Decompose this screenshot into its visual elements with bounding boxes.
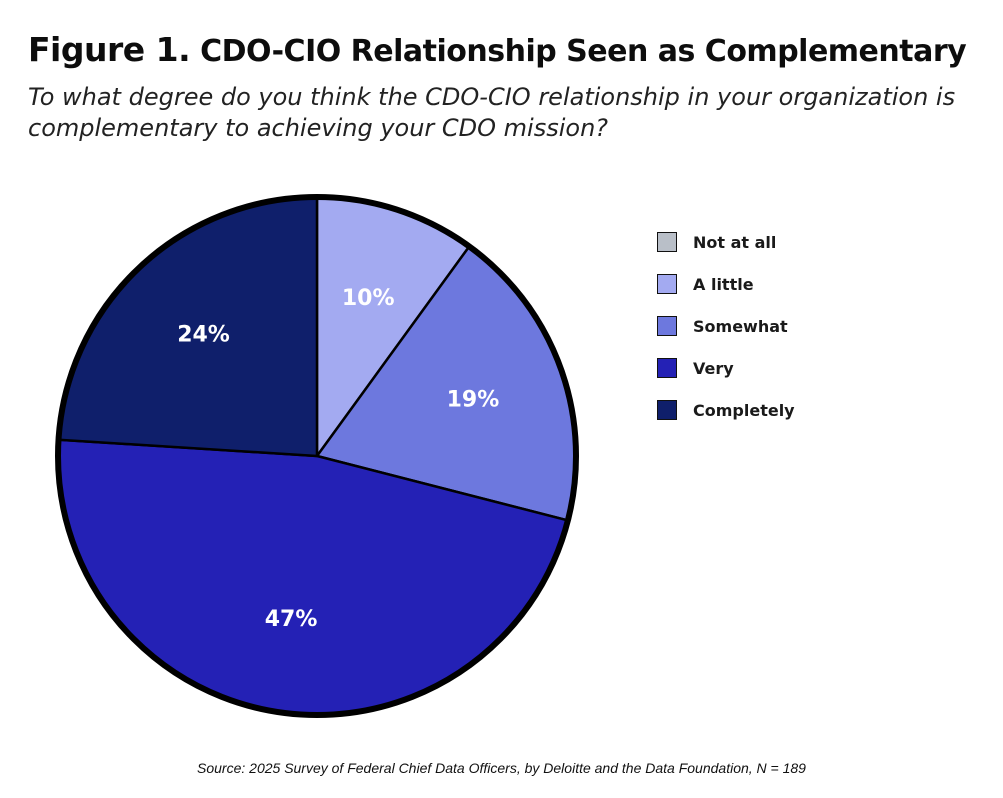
legend-item: Not at all	[657, 221, 795, 263]
slice-label-very: 47%	[265, 607, 318, 632]
legend-item: Very	[657, 347, 795, 389]
legend-label: Very	[693, 358, 734, 378]
chart-title: Figure 1. CDO-CIO Relationship Seen as Co…	[28, 30, 967, 69]
legend-item: Somewhat	[657, 305, 795, 347]
slice-label-completely: 24%	[177, 323, 230, 348]
legend-swatch	[657, 358, 677, 378]
legend-swatch	[657, 232, 677, 252]
pie-outline	[55, 194, 579, 718]
legend-swatch	[657, 316, 677, 336]
title-text: CDO-CIO Relationship Seen as Complementa…	[200, 34, 967, 69]
legend-item: Completely	[657, 389, 795, 431]
slice-label-a-little: 10%	[342, 286, 395, 311]
legend-swatch	[657, 274, 677, 294]
legend-item: A little	[657, 263, 795, 305]
figure-label: Figure 1.	[28, 30, 191, 69]
chart-subtitle: To what degree do you think the CDO-CIO …	[28, 83, 956, 142]
legend-label: Completely	[693, 400, 795, 420]
pie-slices	[56, 195, 578, 717]
legend-swatch	[657, 400, 677, 420]
slice-label-somewhat: 19%	[447, 387, 500, 412]
legend-label: A little	[693, 274, 754, 294]
legend-label: Not at all	[693, 232, 777, 252]
source-note: Source: 2025 Survey of Federal Chief Dat…	[197, 760, 806, 776]
legend: Not at all A little Somewhat Very Completely	[657, 221, 795, 431]
pie-labels: 10% 19% 47% 24%	[177, 286, 499, 632]
legend-label: Somewhat	[693, 316, 788, 336]
